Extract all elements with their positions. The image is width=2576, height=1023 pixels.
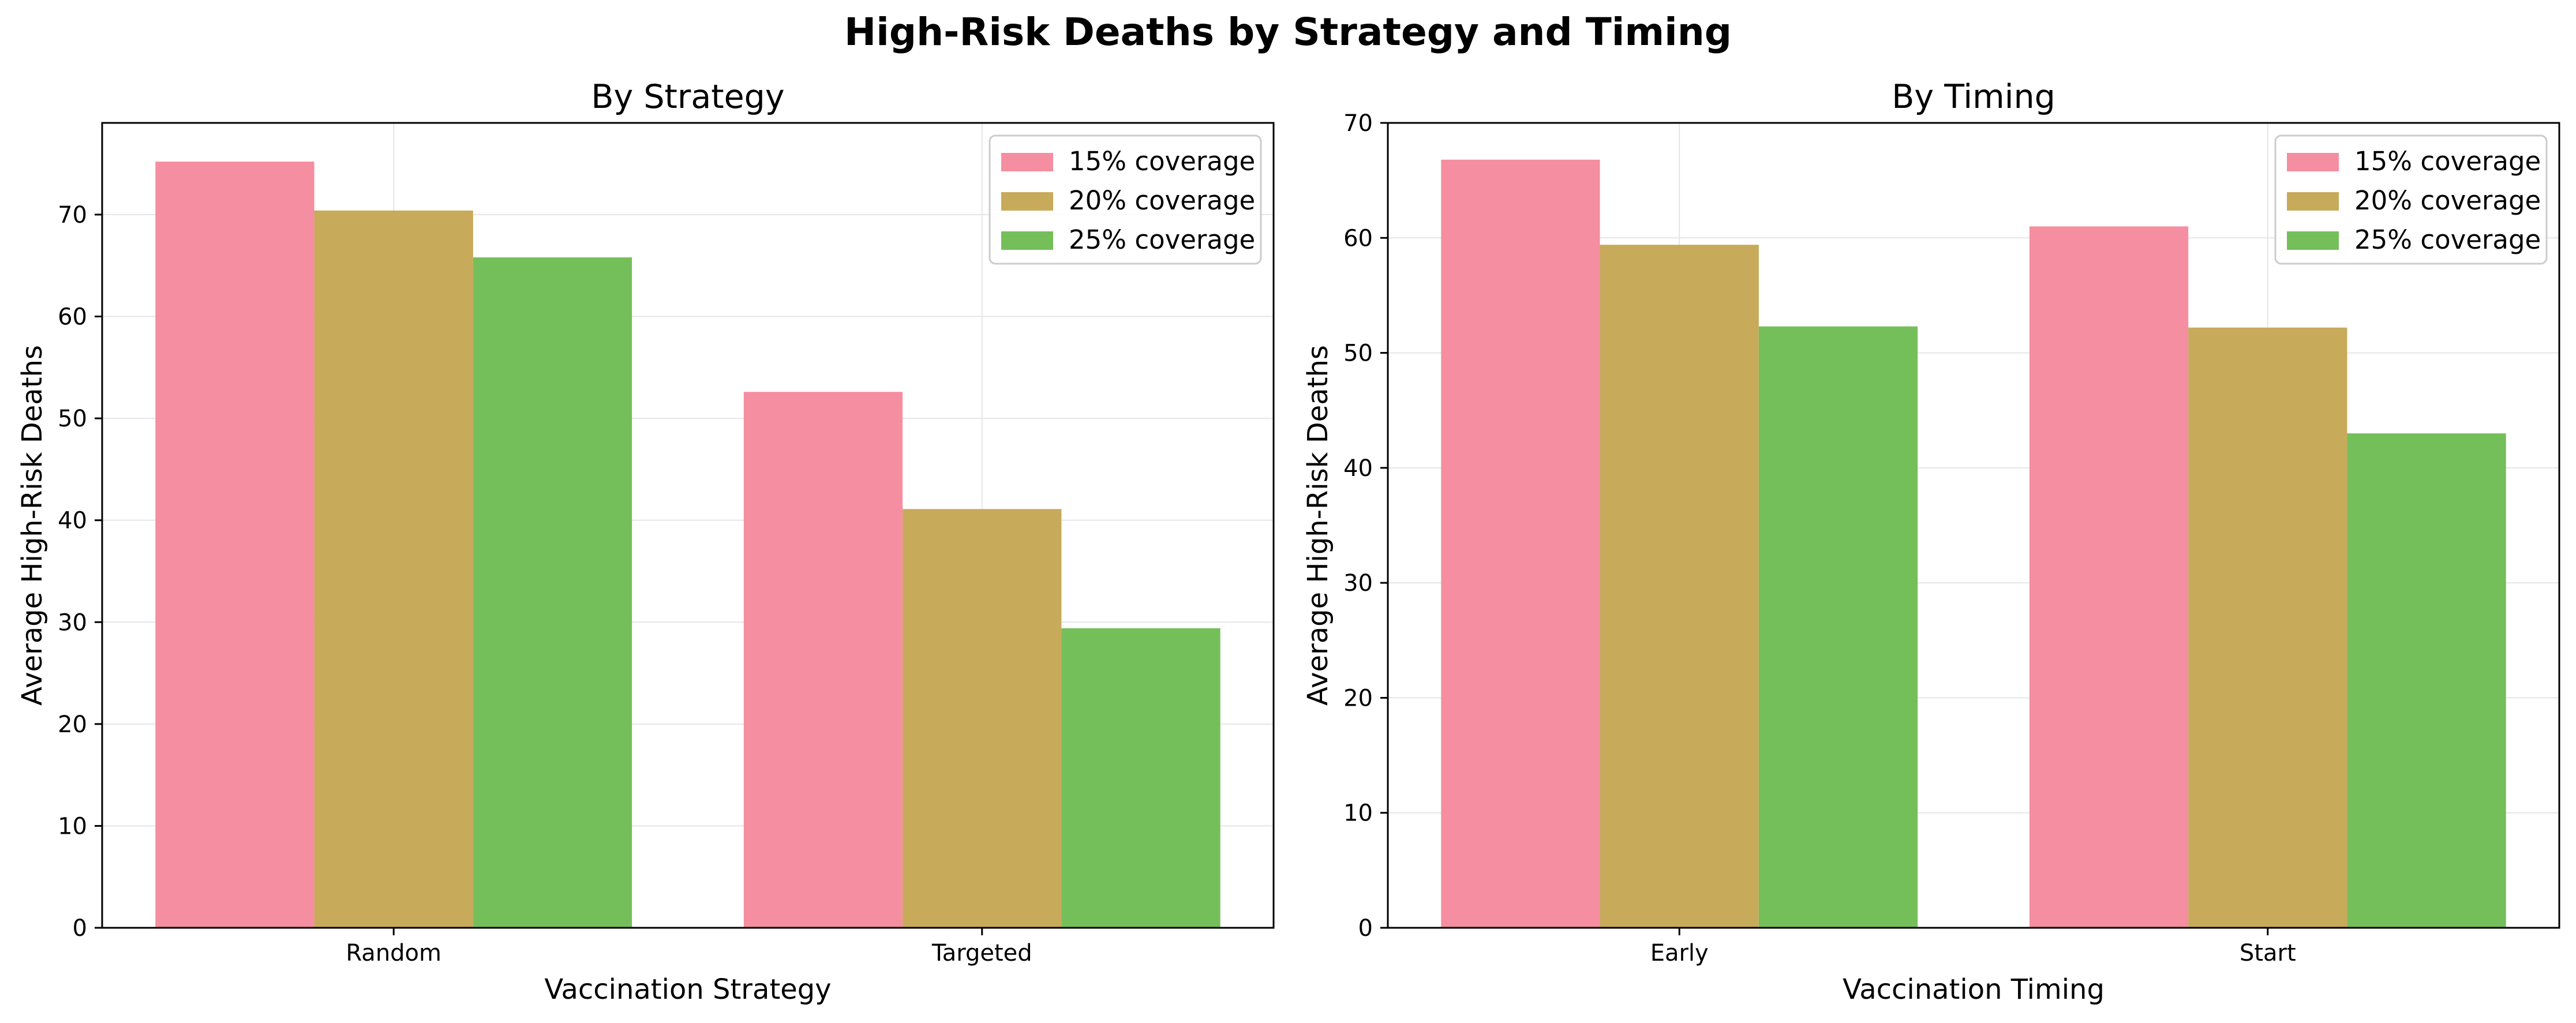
x-tick-label: Targeted [931,940,1032,966]
y-tick-label: 40 [1343,455,1373,482]
legend-label: 25% coverage [2354,224,2541,255]
figure-title: High-Risk Deaths by Strategy and Timing [844,10,1732,54]
legend-swatch-20pct-coverage [1001,192,1053,211]
bar-start-15pct-coverage [2029,226,2189,928]
y-axis-label: Average High-Risk Deaths [16,345,48,706]
x-axis: Random Targeted [346,928,1032,966]
x-tick-label: Random [346,940,441,966]
y-tick-label: 10 [58,813,87,840]
y-axis: 0 10 20 30 40 50 60 70 [58,202,102,942]
y-tick-label: 20 [58,711,87,738]
y-tick-label: 30 [1343,570,1373,597]
x-axis: Early Start [1650,928,2296,966]
bar-random-25pct-coverage [473,257,632,928]
legend: 15% coverage 20% coverage 25% coverage [2274,134,2548,265]
y-tick-label: 50 [1343,340,1373,367]
legend-label: 15% coverage [2354,146,2541,177]
legend-label: 15% coverage [1069,146,1255,177]
legend-swatch-15pct-coverage [2287,153,2339,171]
bar-early-20pct-coverage [1600,245,1759,928]
legend-label: 25% coverage [1069,224,1255,255]
bar-targeted-20pct-coverage [903,509,1062,928]
x-tick-label: Start [2240,940,2296,966]
y-tick-label: 40 [58,508,87,534]
y-tick-label: 60 [58,304,87,331]
plot-frame [1387,122,2560,929]
legend: 15% coverage 20% coverage 25% coverage [989,134,1262,265]
legend-swatch-25pct-coverage [2287,231,2339,250]
bar-start-25pct-coverage [2347,433,2506,928]
bar-early-25pct-coverage [1758,326,1918,928]
legend-label: 20% coverage [1069,185,1255,216]
legend-swatch-20pct-coverage [2287,192,2339,211]
plot-frame [101,122,1275,929]
legend-label: 20% coverage [2354,185,2541,216]
x-axis-label: Vaccination Strategy [544,973,831,1006]
y-axis: 0 10 20 30 40 50 60 70 [1343,110,1388,942]
chart-by-timing: 0 10 20 30 40 50 60 70 Early Start By Timing Vaccin… [1302,78,2560,1006]
bars [1441,159,2506,928]
x-tick-label: Early [1650,940,1709,966]
bar-random-20pct-coverage [314,210,473,928]
legend-swatch-25pct-coverage [1001,231,1053,250]
chart-title: By Timing [1892,78,2055,116]
bar-start-20pct-coverage [2188,327,2347,928]
y-tick-label: 60 [1343,225,1373,252]
y-tick-label: 0 [1358,915,1373,942]
legend-box [2274,134,2548,265]
chart-by-strategy: 0 10 20 30 40 50 60 70 Random Targeted By Strategy… [16,78,1275,1006]
bar-random-15pct-coverage [155,162,314,928]
bar-targeted-25pct-coverage [1061,628,1220,928]
bar-targeted-15pct-coverage [743,392,903,928]
chart-title: By Strategy [591,78,784,116]
bar-early-15pct-coverage [1441,159,1600,928]
legend-box [989,134,1262,265]
y-tick-label: 50 [58,406,87,432]
y-tick-label: 70 [1343,110,1373,137]
y-tick-label: 0 [73,915,87,942]
y-tick-label: 70 [58,202,87,228]
legend-swatch-15pct-coverage [1001,153,1053,171]
y-tick-label: 30 [58,609,87,636]
y-tick-label: 20 [1343,685,1373,711]
y-axis-label: Average High-Risk Deaths [1302,345,1334,706]
y-tick-label: 10 [1343,800,1373,827]
x-axis-label: Vaccination Timing [1843,973,2105,1006]
bars [155,162,1220,928]
